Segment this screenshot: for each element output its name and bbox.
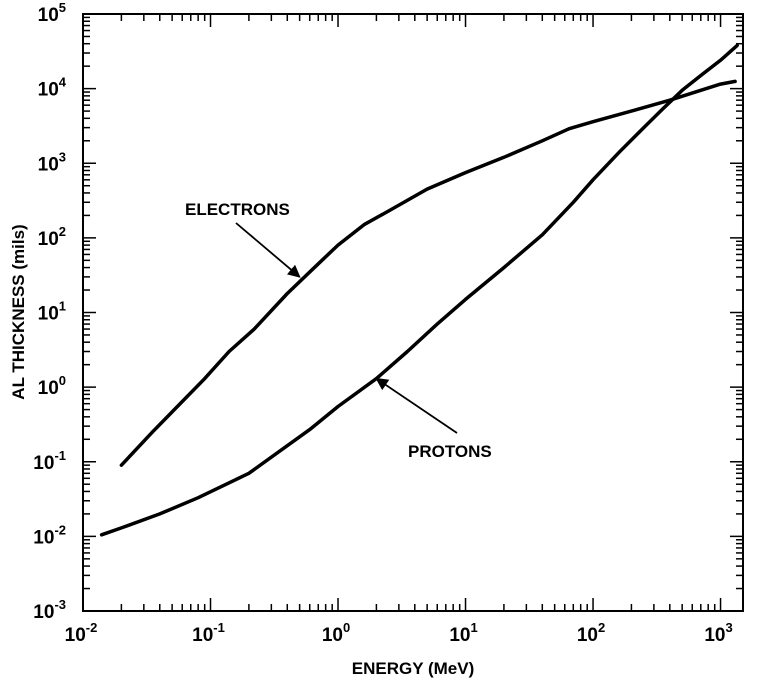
x-tick-label: 10-2 bbox=[65, 620, 98, 646]
annotation-arrow bbox=[235, 222, 301, 278]
x-tick-label: 102 bbox=[577, 620, 605, 646]
y-axis-title: AL THICKNESS (mils) bbox=[9, 224, 28, 399]
x-tick-labels: 10-2 10-1 100 101 102 103 bbox=[65, 620, 733, 646]
x-tick-label: 10-1 bbox=[192, 620, 225, 646]
axis-ticks bbox=[82, 13, 743, 612]
y-tick-label: 102 bbox=[38, 224, 66, 250]
y-tick-label: 10-3 bbox=[33, 597, 66, 623]
plot-frame bbox=[82, 13, 744, 612]
y-tick-label: 103 bbox=[38, 149, 66, 175]
series-line-electrons bbox=[119, 79, 737, 467]
annotation-arrow bbox=[375, 377, 458, 434]
x-tick-label: 103 bbox=[704, 620, 732, 646]
y-tick-label: 105 bbox=[38, 0, 66, 26]
y-tick-label: 101 bbox=[38, 299, 66, 325]
y-tick-label: 104 bbox=[38, 75, 67, 101]
y-tick-labels: 10-3 10-2 10-1 100 101 102 103 104 105 bbox=[33, 0, 66, 623]
x-tick-label: 100 bbox=[322, 620, 350, 646]
annotation-layer: ELECTRONS PROTONS bbox=[185, 200, 492, 461]
annotation-label: PROTONS bbox=[408, 442, 492, 461]
x-tick-label: 101 bbox=[449, 620, 477, 646]
x-axis-title: ENERGY (MeV) bbox=[352, 659, 475, 678]
series-line-protons bbox=[99, 43, 739, 537]
y-tick-label: 10-1 bbox=[33, 448, 66, 474]
y-tick-label: 100 bbox=[38, 373, 66, 399]
annotation-label: ELECTRONS bbox=[185, 200, 290, 219]
y-tick-label: 10-2 bbox=[33, 522, 66, 548]
series-layer bbox=[99, 43, 739, 537]
